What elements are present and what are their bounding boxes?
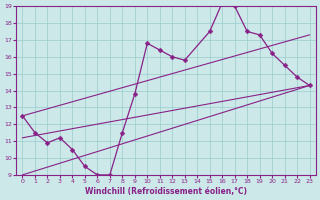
X-axis label: Windchill (Refroidissement éolien,°C): Windchill (Refroidissement éolien,°C): [85, 187, 247, 196]
